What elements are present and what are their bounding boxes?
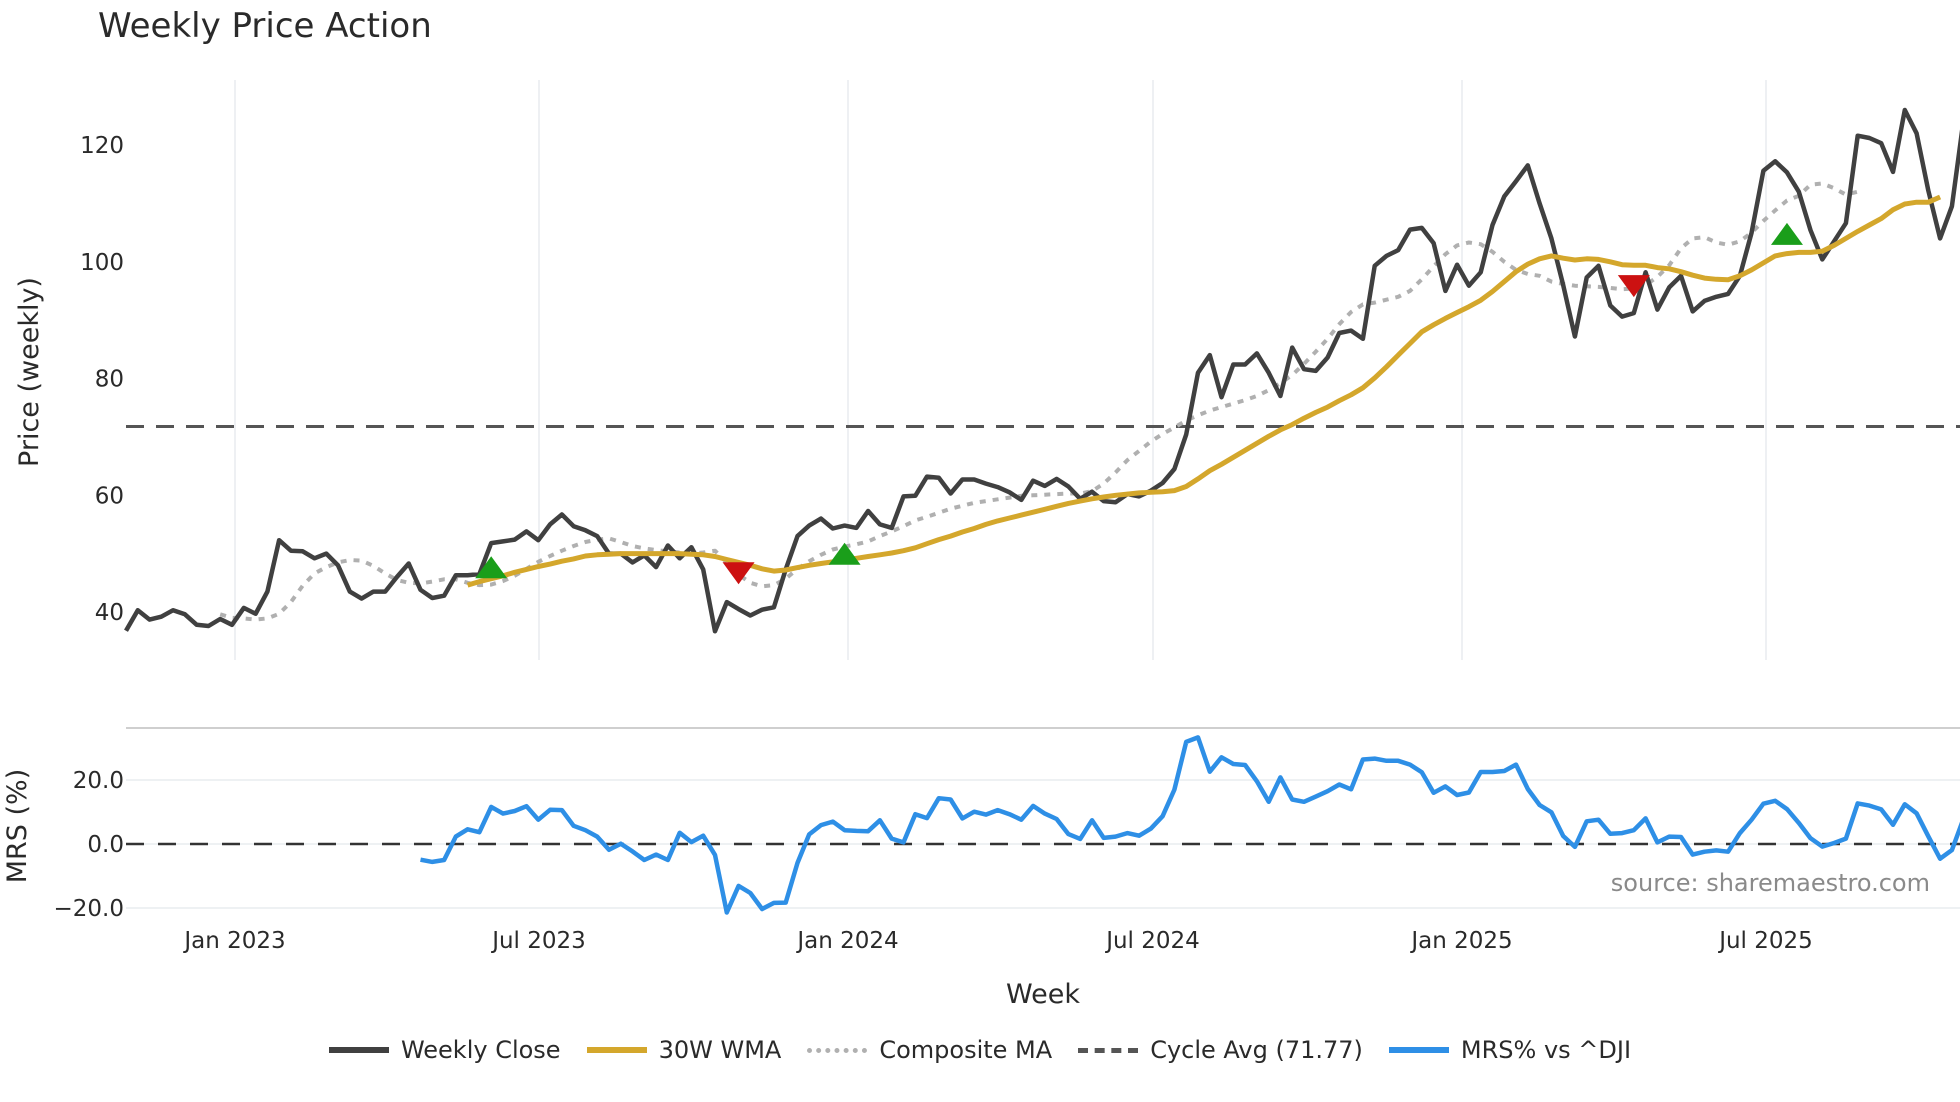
price-y-axis-label: Price (weekly) <box>14 277 45 467</box>
mrs-y-tick-label: 20.0 <box>73 768 124 794</box>
price-panel <box>124 107 1960 634</box>
mrs-y-tick-label: −20.0 <box>54 896 124 922</box>
legend-label: MRS% vs ^DJI <box>1460 1036 1632 1064</box>
y-tick-label: 100 <box>80 250 124 276</box>
chart-title: Weekly Price Action <box>98 6 432 46</box>
x-tick-label: Jan 2025 <box>1409 928 1512 954</box>
axes: Jan 2023 Jul 2023 Jan 2024 Jul 2024 Jan 2025… <box>2 133 1813 1010</box>
legend-item: Composite MA <box>807 1036 1052 1064</box>
buy-signal-icon <box>828 542 861 565</box>
source-note: source: sharemaestro.com <box>1611 869 1930 897</box>
buy-signal-icon <box>475 556 508 579</box>
weekly-close-line <box>124 107 1960 634</box>
legend-label: 30W WMA <box>658 1036 782 1064</box>
wma-30w-line <box>466 194 1942 588</box>
y-tick-label: 120 <box>80 133 124 159</box>
legend-label: Composite MA <box>879 1036 1053 1064</box>
legend-swatch-icon <box>1078 1047 1139 1053</box>
legend-label: Weekly Close <box>400 1036 561 1064</box>
gridlines <box>126 80 1960 909</box>
y-tick-label: 60 <box>95 483 124 509</box>
composite-ma-line <box>219 181 1859 622</box>
legend-item: Cycle Avg (71.77) <box>1078 1036 1363 1064</box>
legend-label: Cycle Avg (71.77) <box>1150 1036 1363 1064</box>
mrs-panel <box>126 735 1960 915</box>
y-tick-label: 80 <box>95 367 124 393</box>
x-tick-label: Jan 2023 <box>182 928 285 954</box>
legend-item: 30W WMA <box>586 1036 782 1064</box>
buy-signal-icon <box>1770 222 1803 245</box>
sell-signal-icon <box>1617 275 1650 298</box>
x-tick-label: Jul 2025 <box>1717 928 1813 954</box>
x-axis-label: Week <box>1006 979 1080 1010</box>
legend-swatch-icon <box>1388 1047 1449 1053</box>
legend-swatch-icon <box>807 1047 868 1053</box>
mrs-y-axis-label: MRS (%) <box>2 769 33 884</box>
mrs-line <box>420 735 1960 915</box>
y-tick-label: 40 <box>95 600 124 626</box>
legend: Weekly Close 30W WMA Composite MA Cycle Avg… <box>0 1036 1960 1064</box>
legend-item: Weekly Close <box>328 1036 561 1064</box>
x-tick-label: Jan 2024 <box>795 928 898 954</box>
mrs-y-tick-label: 0.0 <box>87 832 124 858</box>
legend-swatch-icon <box>586 1047 647 1053</box>
sell-signal-icon <box>722 562 755 585</box>
legend-item: MRS% vs ^DJI <box>1388 1036 1632 1064</box>
x-tick-label: Jul 2024 <box>1104 928 1200 954</box>
legend-swatch-icon <box>328 1047 389 1053</box>
x-tick-label: Jul 2023 <box>490 928 586 954</box>
